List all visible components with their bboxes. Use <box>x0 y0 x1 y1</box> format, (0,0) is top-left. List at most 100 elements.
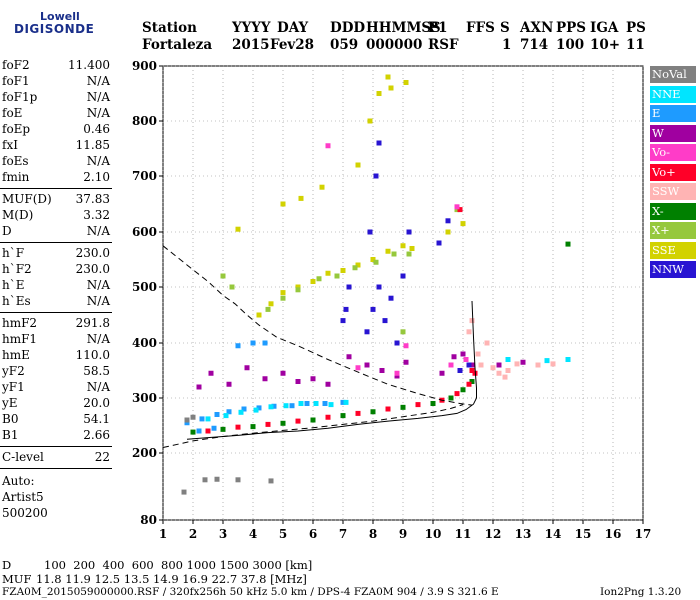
data-point <box>448 362 454 368</box>
param-row-fxi: fxI 11.85 <box>2 138 110 154</box>
data-point <box>466 329 472 335</box>
series-w <box>196 351 526 390</box>
param-row-fof2: foF2 11.400 <box>2 58 110 74</box>
data-point <box>394 373 400 379</box>
data-point <box>565 357 571 362</box>
data-point <box>403 343 409 349</box>
data-point <box>280 295 286 301</box>
data-point <box>214 412 220 417</box>
legend-item-ssw: SSW <box>650 183 696 200</box>
data-point <box>394 340 400 346</box>
param-label: h`E <box>2 278 25 292</box>
x-tick-label: 4 <box>249 527 257 541</box>
data-point <box>304 401 310 406</box>
data-point <box>199 416 205 422</box>
series-noval <box>181 414 274 495</box>
data-point <box>376 284 382 290</box>
y-tick-label: 200 <box>132 446 157 460</box>
data-point <box>448 395 454 401</box>
header-label-ps: PS <box>626 20 646 36</box>
param-value: N/A <box>86 294 110 308</box>
data-point <box>256 312 262 318</box>
data-point <box>202 477 208 483</box>
data-point <box>469 318 475 324</box>
data-point <box>406 229 412 235</box>
param-row-hf: h`F 230.0 <box>2 246 110 262</box>
legend-item-nnw: NNW <box>650 261 696 278</box>
param-row-hmf1: hmF1 N/A <box>2 332 110 348</box>
data-point <box>223 413 229 419</box>
data-point <box>430 401 436 406</box>
y-tick-label: 300 <box>132 391 157 405</box>
param-row-fof1: foF1 N/A <box>2 74 110 90</box>
data-point <box>220 273 226 279</box>
legend-item-sse: SSE <box>650 241 696 259</box>
data-point <box>220 426 226 432</box>
header-value: 10+ <box>590 37 621 53</box>
data-point <box>250 340 256 346</box>
data-point <box>367 229 373 235</box>
series-vo <box>325 143 469 376</box>
legend-item-w: W <box>650 124 696 142</box>
header-label-hhmmss: HHMMSS <box>366 20 441 36</box>
data-point <box>280 290 286 296</box>
data-point <box>355 262 361 268</box>
x-tick-label: 1 <box>159 527 167 541</box>
footer-d-label: D <box>2 558 12 572</box>
data-point <box>310 417 316 423</box>
data-point <box>295 284 301 290</box>
param-row-d: D N/A <box>2 224 110 240</box>
data-point <box>370 257 376 262</box>
data-point <box>406 251 412 257</box>
param-label: hmF2 <box>2 316 38 330</box>
data-point <box>229 284 235 290</box>
series-ssw <box>466 318 556 380</box>
panel-divider <box>0 312 112 313</box>
data-point <box>325 270 331 276</box>
header-value: 000000 <box>366 37 423 53</box>
data-point <box>340 413 346 419</box>
data-point <box>382 318 388 324</box>
data-point <box>208 370 214 376</box>
param-row-foep: foEp 0.46 <box>2 122 110 138</box>
legend-item-x: X+ <box>650 222 696 239</box>
x-tick-label: 17 <box>635 527 652 541</box>
panel-divider <box>0 468 112 469</box>
param-value: 20.0 <box>83 396 110 410</box>
data-point <box>451 354 457 360</box>
param-row-hes: h`Es N/A <box>2 294 110 310</box>
data-point <box>295 379 301 384</box>
param-value: 54.1 <box>83 412 110 426</box>
param-label: yF2 <box>2 364 25 378</box>
autoscale-line1: Auto: <box>2 474 35 488</box>
data-point <box>190 414 196 420</box>
param-label: foF1p <box>2 90 38 104</box>
data-point <box>403 359 409 365</box>
data-point <box>319 184 325 190</box>
data-point <box>391 251 397 257</box>
x-tick-label: 9 <box>399 527 407 541</box>
panel-divider <box>0 446 112 447</box>
data-point <box>400 404 406 410</box>
data-point <box>415 402 421 408</box>
param-row-foe: foE N/A <box>2 106 110 122</box>
data-point <box>298 401 304 406</box>
param-row-hmf2: hmF2 291.8 <box>2 316 110 332</box>
data-point <box>256 405 262 411</box>
data-point <box>469 379 475 384</box>
param-label: MUF(D) <box>2 192 52 206</box>
param-value: N/A <box>86 154 110 168</box>
x-tick-label: 15 <box>575 527 592 541</box>
data-point <box>376 140 382 146</box>
header-value: 11 <box>626 37 645 53</box>
data-point <box>298 195 304 201</box>
param-label: h`Es <box>2 294 31 308</box>
data-point <box>343 399 349 405</box>
param-value: 230.0 <box>75 262 110 276</box>
header-value: 100 <box>556 37 585 53</box>
header-label-yyyy: YYYY <box>232 20 271 36</box>
param-value: 0.46 <box>83 122 110 136</box>
data-point <box>502 374 508 380</box>
y-tick-label: 900 <box>132 59 157 73</box>
